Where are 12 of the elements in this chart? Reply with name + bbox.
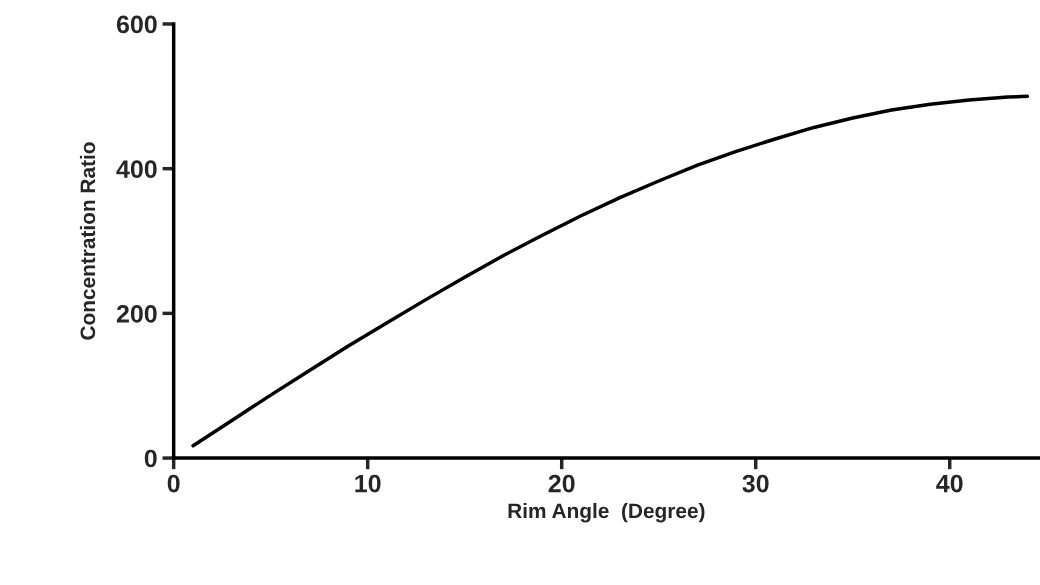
y-tick-label: 600: [116, 15, 157, 34]
x-tick-label: 10: [355, 474, 381, 493]
y-tick-label: 0: [144, 449, 157, 468]
line-series: [191, 94, 1030, 448]
x-axis-title: Rim Angle (Degree): [508, 502, 705, 523]
x-tick-label: 20: [548, 474, 575, 493]
x-tick-label: 40: [936, 474, 963, 493]
y-axis-title: Concentration Ratio: [79, 142, 96, 340]
y-tick-label: 400: [116, 160, 157, 178]
x-tick-label: 0: [167, 474, 180, 493]
y-tick-label: 200: [116, 304, 157, 323]
x-tick-label: 30: [742, 474, 769, 493]
